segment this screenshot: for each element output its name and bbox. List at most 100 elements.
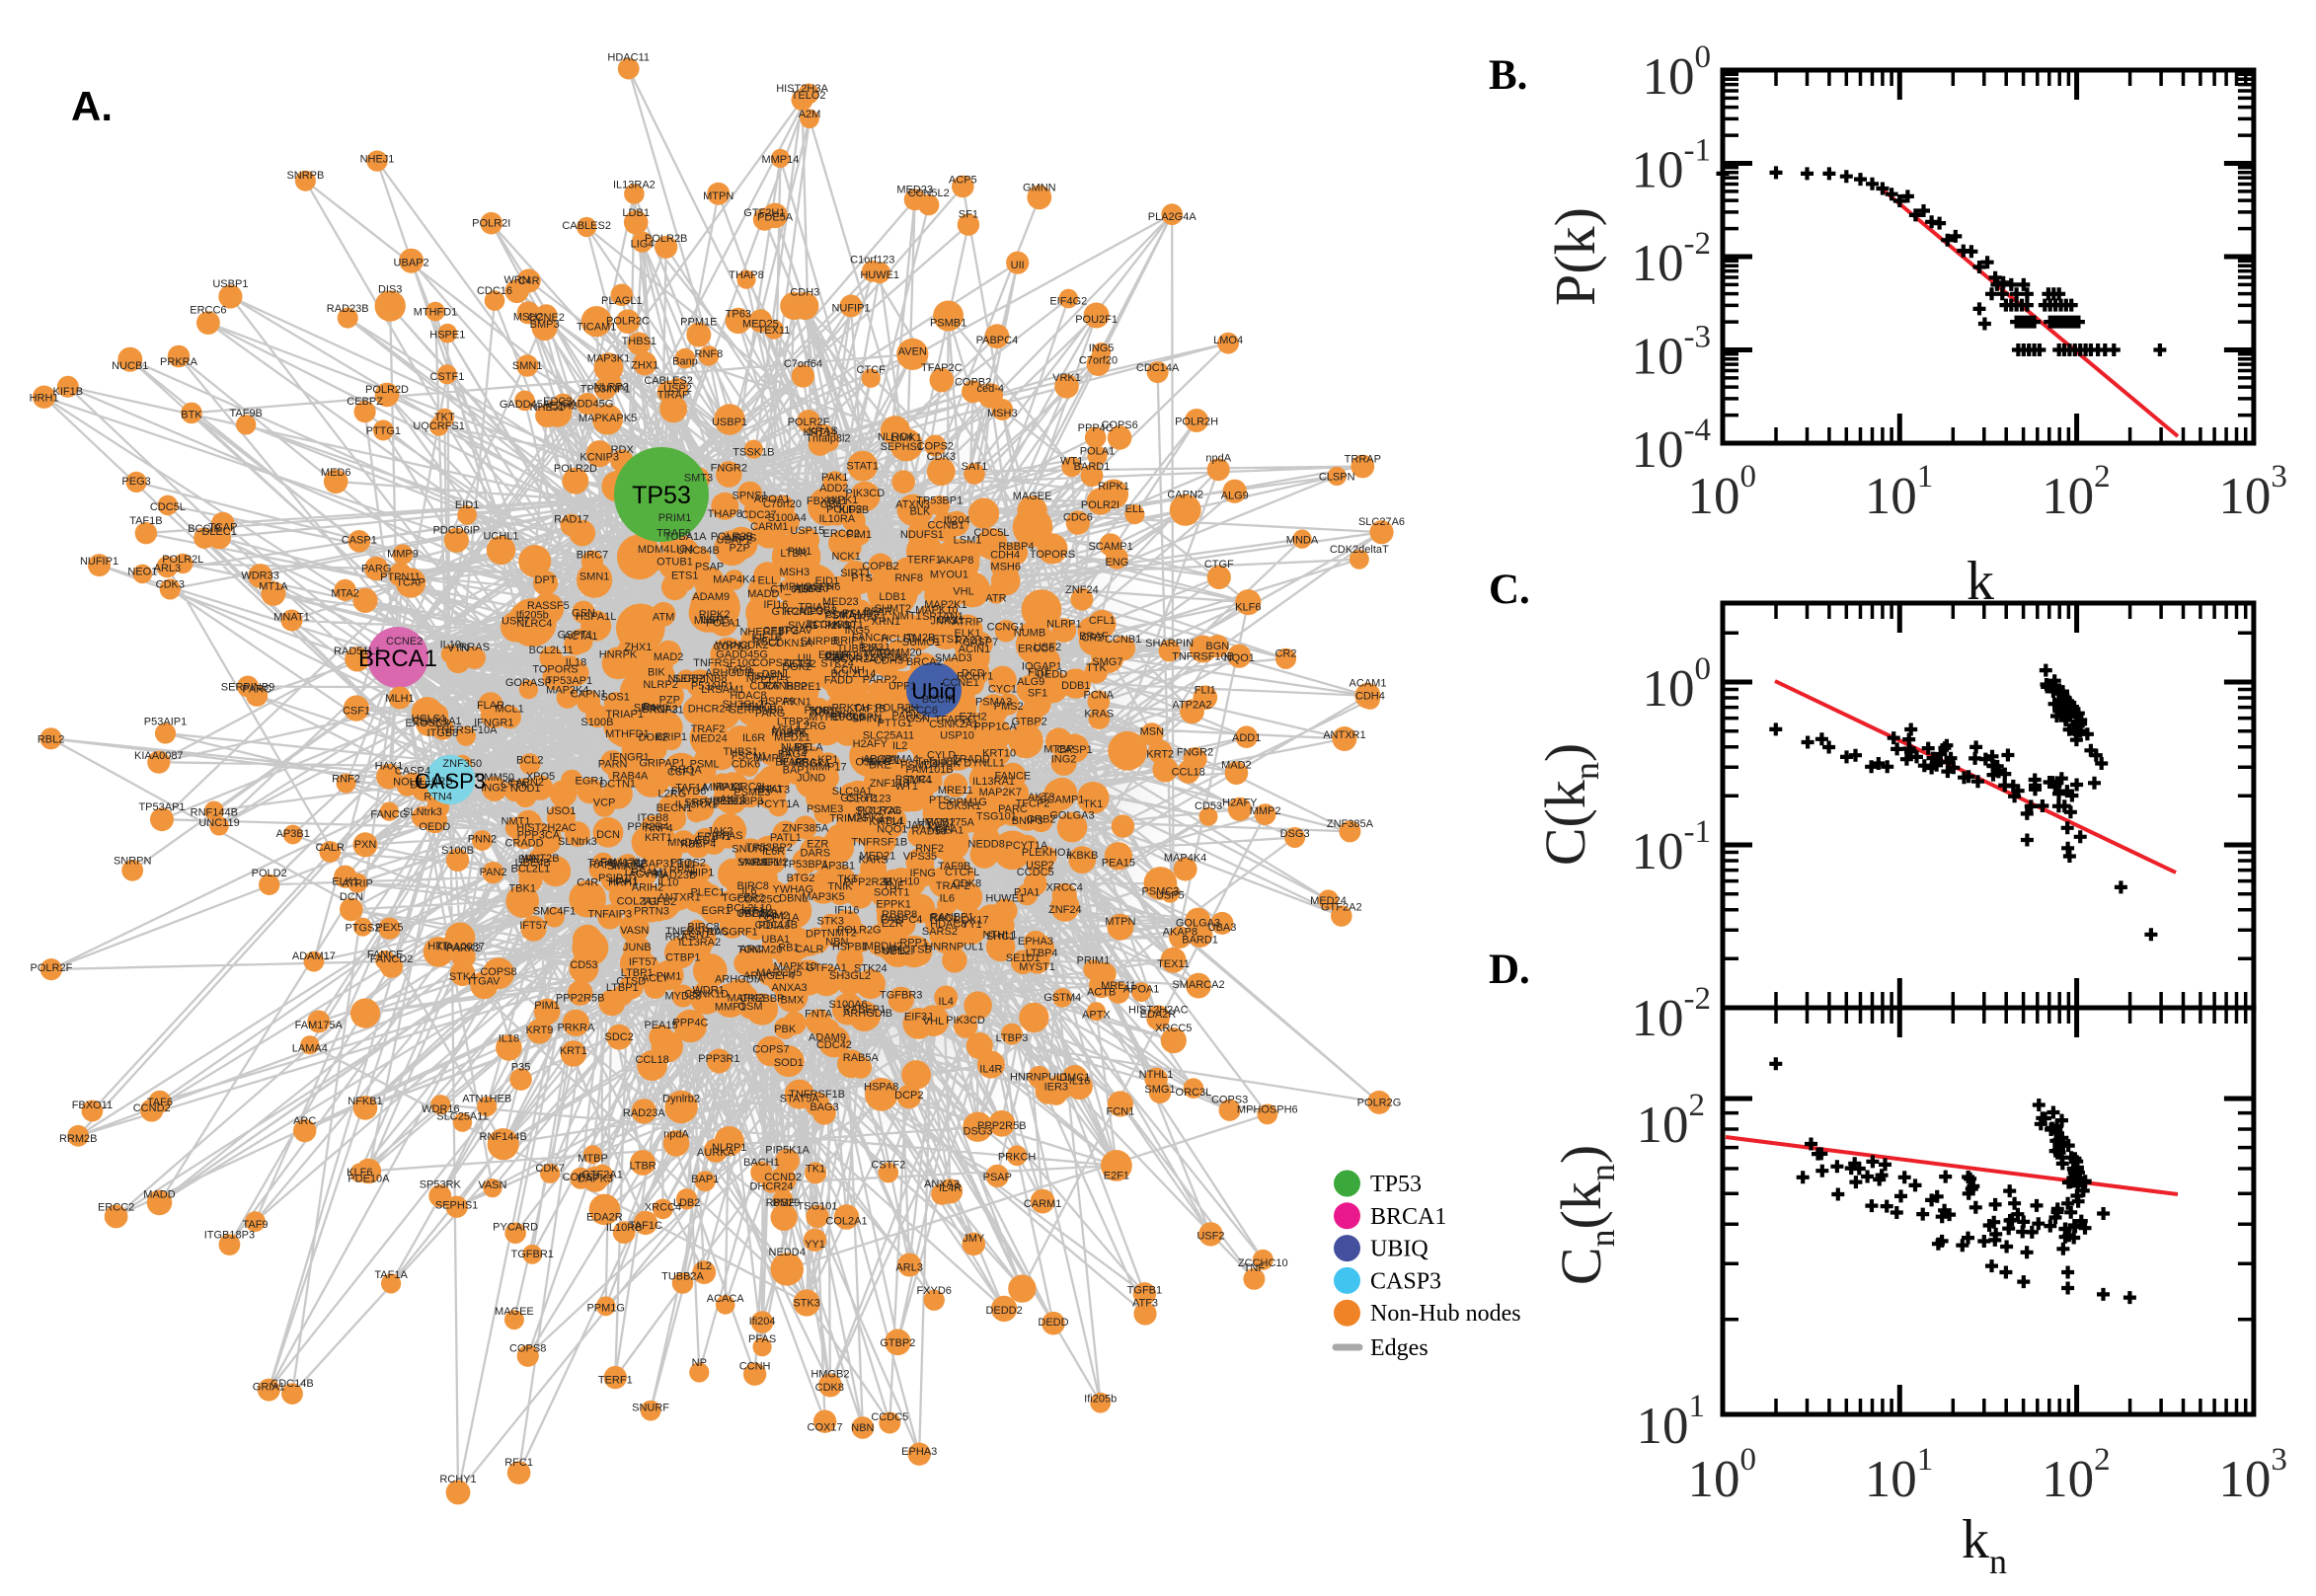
svg-text:EID1: EID1 [815, 575, 839, 587]
svg-text:SEPHS1: SEPHS1 [881, 441, 923, 453]
svg-text:MAGEE: MAGEE [495, 1306, 534, 1318]
svg-text:TCAP: TCAP [208, 521, 237, 533]
svg-text:CAPN2: CAPN2 [1167, 490, 1203, 501]
svg-text:CCNB1: CCNB1 [1105, 634, 1141, 646]
svg-text:NLRP2: NLRP2 [593, 381, 628, 393]
svg-text:C7orf20: C7orf20 [1079, 354, 1118, 366]
svg-text:CDC5L: CDC5L [973, 527, 1009, 539]
svg-text:CCNH: CCNH [739, 1361, 771, 1373]
svg-text:C(kn): C(kn) [1533, 743, 1606, 866]
svg-text:NUFIP1: NUFIP1 [831, 303, 870, 315]
svg-text:RAB5A: RAB5A [843, 1052, 880, 1064]
svg-text:GOLGA3: GOLGA3 [1049, 810, 1094, 822]
svg-text:AP3B1: AP3B1 [276, 828, 310, 840]
svg-text:TELO2: TELO2 [792, 90, 826, 102]
svg-text:XRCC4: XRCC4 [1046, 882, 1083, 894]
svg-text:IL6: IL6 [741, 885, 756, 897]
svg-text:GSPT1: GSPT1 [558, 630, 593, 642]
svg-text:MED6: MED6 [321, 467, 351, 479]
svg-text:BMF: BMF [773, 1197, 797, 1209]
svg-text:PFAS: PFAS [715, 830, 742, 842]
svg-text:MTHFD1: MTHFD1 [414, 306, 458, 318]
svg-text:MAP3K1: MAP3K1 [587, 352, 630, 364]
svg-text:LTBR: LTBR [629, 1161, 656, 1173]
svg-text:COL2A1: COL2A1 [825, 1216, 867, 1228]
svg-text:GMNN: GMNN [1023, 183, 1056, 194]
svg-text:ADAM9: ADAM9 [692, 591, 730, 603]
svg-text:TK1: TK1 [1083, 798, 1103, 810]
svg-text:MED25: MED25 [742, 318, 779, 330]
svg-text:CEBPZ: CEBPZ [347, 396, 383, 408]
svg-text:CASP1: CASP1 [342, 534, 377, 546]
svg-text:CALR: CALR [316, 842, 345, 854]
svg-text:SNURF: SNURF [732, 844, 769, 856]
svg-text:CFL1: CFL1 [1089, 615, 1116, 627]
svg-text:RFC1: RFC1 [504, 1457, 533, 1469]
svg-text:FBXO11: FBXO11 [807, 495, 847, 507]
svg-text:ORC3L: ORC3L [1176, 1087, 1212, 1099]
svg-text:WT1: WT1 [895, 781, 918, 793]
svg-text:MED21: MED21 [860, 850, 896, 862]
svg-text:KRT9: KRT9 [525, 1025, 553, 1036]
svg-text:TNF: TNF [1244, 1262, 1266, 1274]
svg-text:IL2: IL2 [697, 1260, 712, 1272]
svg-text:ATM: ATM [653, 611, 674, 623]
svg-text:SMG1: SMG1 [1144, 1084, 1175, 1096]
svg-text:CTGF: CTGF [1204, 559, 1234, 570]
svg-text:CCL3: CCL3 [760, 675, 788, 687]
svg-text:HIST2H2AC: HIST2H2AC [1128, 1005, 1189, 1017]
svg-text:GOLGA3: GOLGA3 [1176, 918, 1220, 930]
svg-text:IFT57: IFT57 [519, 920, 548, 932]
svg-text:CDC14B: CDC14B [755, 919, 798, 931]
svg-text:MMP17: MMP17 [753, 753, 791, 765]
svg-text:PBK: PBK [774, 1024, 797, 1035]
svg-text:P35: P35 [511, 1061, 531, 1073]
svg-text:VRK1: VRK1 [1052, 372, 1081, 384]
svg-text:GTF2A1: GTF2A1 [581, 1169, 623, 1180]
svg-text:MED23: MED23 [896, 185, 933, 196]
svg-text:PPM1E: PPM1E [680, 316, 717, 328]
svg-text:RRAS: RRAS [459, 642, 490, 653]
svg-text:TGFBR3: TGFBR3 [880, 990, 922, 1002]
svg-text:PTGS2: PTGS2 [345, 923, 380, 935]
svg-text:MAP4K4: MAP4K4 [1164, 852, 1206, 864]
svg-text:HSPE1: HSPE1 [786, 681, 821, 693]
svg-text:MAD2: MAD2 [1221, 760, 1252, 772]
svg-text:SNRPB: SNRPB [801, 636, 838, 647]
svg-text:Ubiq: Ubiq [911, 679, 956, 704]
svg-text:NP: NP [692, 1357, 707, 1369]
svg-text:PABPC4: PABPC4 [881, 914, 923, 926]
svg-text:CCL18: CCL18 [1172, 767, 1205, 779]
svg-text:TAF6: TAF6 [587, 858, 613, 870]
svg-text:THAP8: THAP8 [708, 508, 742, 520]
svg-text:SNURF: SNURF [632, 1403, 669, 1414]
svg-text:JUNB: JUNB [623, 942, 652, 953]
svg-text:MED24: MED24 [1310, 895, 1347, 907]
svg-text:TEX11: TEX11 [1157, 958, 1190, 970]
svg-text:MTHFD1: MTHFD1 [605, 728, 650, 740]
svg-text:HSPE1: HSPE1 [429, 329, 465, 341]
svg-text:DBNL: DBNL [779, 893, 808, 905]
svg-text:MDM4: MDM4 [638, 544, 669, 556]
svg-text:FANCE: FANCE [367, 949, 404, 960]
svg-text:PRIM1: PRIM1 [658, 512, 692, 524]
svg-text:CTCF: CTCF [857, 364, 887, 376]
svg-text:MAPKAPK5: MAPKAPK5 [579, 413, 637, 424]
svg-text:STAT5A: STAT5A [780, 1093, 820, 1104]
svg-text:UCHL1: UCHL1 [483, 531, 518, 543]
svg-text:HMGB2: HMGB2 [811, 1368, 849, 1380]
svg-text:OTUB1: OTUB1 [656, 557, 693, 569]
svg-text:COPS2: COPS2 [917, 440, 954, 452]
svg-text:TFAP2C: TFAP2C [921, 362, 963, 374]
svg-text:PRKRA: PRKRA [160, 356, 198, 368]
svg-text:MTBP: MTBP [578, 1153, 608, 1165]
svg-text:ITGB18P3: ITGB18P3 [204, 1230, 255, 1242]
svg-text:TAF1B: TAF1B [129, 515, 162, 527]
svg-text:MMP14: MMP14 [761, 154, 799, 166]
svg-text:DEDD: DEDD [1038, 1317, 1068, 1329]
svg-text:LRSAM1: LRSAM1 [701, 684, 744, 696]
svg-text:PCYT1A: PCYT1A [757, 798, 800, 810]
svg-text:KRT1: KRT1 [645, 832, 672, 844]
svg-text:PEA15: PEA15 [1102, 858, 1135, 870]
svg-text:NUFIP1: NUFIP1 [80, 556, 118, 568]
